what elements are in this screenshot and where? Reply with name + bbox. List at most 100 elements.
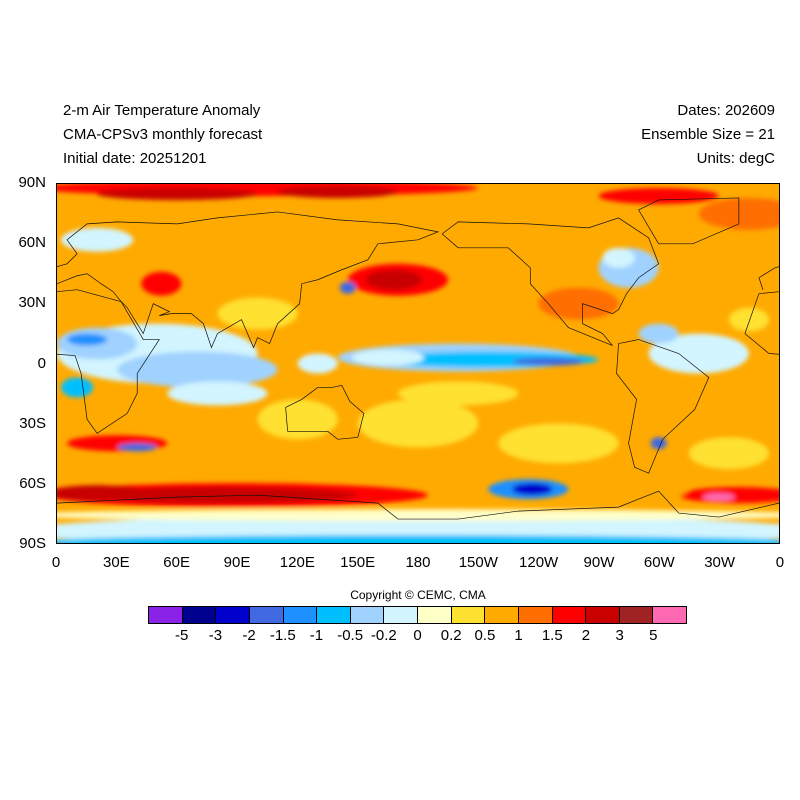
x-label-3: 90E — [223, 554, 251, 571]
anomaly-region — [77, 487, 358, 504]
title-units: Units: degC — [696, 150, 775, 167]
anomaly-region — [628, 475, 689, 500]
anomaly-region — [257, 399, 338, 440]
colorbar-label: 2 — [581, 627, 591, 644]
colorbar-swatch — [283, 607, 318, 623]
title-variable: 2-m Air Temperature Anomaly — [63, 102, 261, 119]
anomaly-region — [57, 535, 779, 543]
x-label-0: 0 — [51, 554, 61, 571]
colorbar-label: -1 — [309, 627, 324, 644]
colorbar-swatch — [149, 607, 183, 623]
anomaly-region — [97, 187, 258, 200]
anomaly-region — [117, 443, 158, 452]
coastline — [638, 197, 740, 245]
x-label-10: 60W — [643, 554, 675, 571]
x-label-11: 30W — [704, 554, 736, 571]
anomaly-region — [688, 437, 769, 470]
coastline — [57, 211, 440, 349]
y-label-30n: 30N — [18, 294, 46, 311]
anomaly-region — [61, 227, 134, 252]
colorbar-label: 3 — [615, 627, 624, 644]
colorbar-label: 0.2 — [440, 627, 462, 644]
colorbar-swatch — [317, 607, 351, 623]
map-canvas — [57, 184, 779, 543]
anomaly-region — [512, 483, 553, 496]
colorbar-label: 5 — [649, 627, 658, 644]
x-label-9: 90W — [583, 554, 615, 571]
colorbar-swatch — [249, 607, 284, 623]
coastline — [441, 217, 660, 346]
colorbar-swatch — [485, 607, 519, 623]
anomaly-region — [728, 307, 769, 332]
colorbar-label: -3 — [208, 627, 223, 644]
y-label-60s: 60S — [19, 475, 46, 492]
anomaly-region — [702, 493, 735, 502]
colorbar-label: 1 — [514, 627, 523, 644]
colorbar-label: 0 — [413, 627, 422, 644]
anomaly-region — [117, 351, 278, 388]
title-model: CMA-CPSv3 monthly forecast — [63, 126, 263, 143]
anomaly-region — [67, 333, 108, 346]
x-label-5: 150E — [340, 554, 376, 571]
coastline — [57, 490, 779, 520]
x-label-12: 0 — [775, 554, 785, 571]
colorbar-label: -5 — [175, 627, 189, 644]
anomaly-region — [498, 423, 619, 464]
anomaly-region — [141, 271, 182, 296]
anomaly-region — [512, 357, 585, 366]
anomaly-region — [648, 333, 749, 374]
anomaly-region — [61, 377, 94, 398]
colorbar-label: -2 — [242, 627, 256, 644]
anomaly-region — [357, 399, 479, 448]
anomaly-region — [638, 323, 679, 344]
x-label-6: 180 — [405, 554, 431, 571]
coastline — [285, 385, 365, 440]
colorbar-swatch — [182, 607, 217, 623]
anomaly-region — [602, 247, 635, 268]
x-label-7: 150W — [458, 554, 498, 571]
coastline — [616, 339, 710, 474]
anomaly-region — [339, 281, 356, 294]
x-label-8: 120W — [519, 554, 559, 571]
anomaly-region — [277, 185, 398, 198]
anomaly-region — [351, 349, 425, 366]
y-label-60n: 60N — [18, 234, 46, 251]
colorbar-swatch — [653, 607, 686, 623]
anomaly-region — [365, 269, 423, 290]
coastline — [57, 289, 160, 434]
title-dates: Dates: 202609 — [677, 102, 775, 119]
colorbar-swatch — [619, 607, 654, 623]
anomaly-map — [56, 183, 780, 544]
colorbar-label: -0.2 — [370, 627, 397, 644]
x-label-4: 120E — [279, 554, 315, 571]
anomaly-region — [57, 485, 148, 502]
anomaly-region — [167, 381, 268, 406]
colorbar-label: 1.5 — [541, 627, 563, 644]
x-label-1: 30E — [102, 554, 130, 571]
anomaly-region — [650, 437, 667, 450]
colorbar-label: -1.5 — [269, 627, 296, 644]
y-label-30s: 30S — [19, 415, 46, 432]
colorbar — [148, 606, 687, 624]
colorbar-swatch — [451, 607, 486, 623]
y-label-eq: 0 — [37, 355, 46, 372]
colorbar-swatch — [350, 607, 385, 623]
y-label-90s: 90S — [19, 535, 46, 552]
colorbar-swatch — [216, 607, 250, 623]
colorbar-swatch — [384, 607, 418, 623]
anomaly-region — [227, 253, 328, 294]
anomaly-region — [57, 509, 779, 522]
title-initial-date: Initial date: 20251201 — [63, 150, 207, 167]
title-ensemble-size: Ensemble Size = 21 — [641, 126, 775, 143]
anomaly-region — [397, 381, 519, 406]
y-label-90n: 90N — [18, 174, 46, 191]
copyright-text: Copyright © CEMC, CMA — [350, 588, 486, 602]
anomaly-region — [598, 187, 719, 204]
x-label-2: 60E — [163, 554, 191, 571]
anomaly-region — [217, 297, 298, 330]
colorbar-swatch — [518, 607, 553, 623]
colorbar-label: -0.5 — [337, 627, 364, 644]
colorbar-swatch — [586, 607, 620, 623]
colorbar-swatch — [418, 607, 452, 623]
